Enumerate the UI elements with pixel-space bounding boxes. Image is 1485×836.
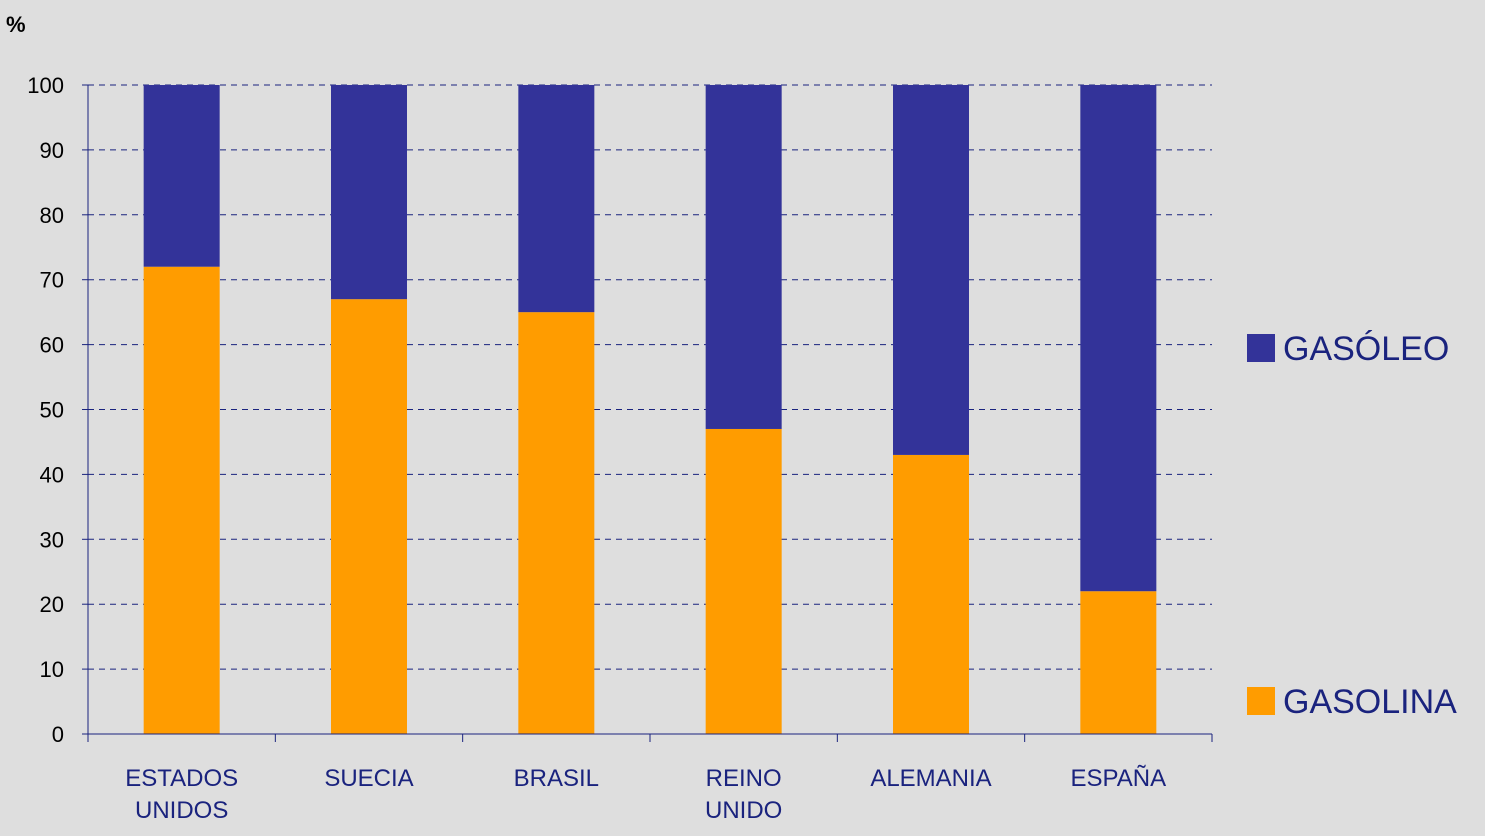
x-tick-label-2: BRASIL	[514, 765, 599, 792]
axes	[82, 84, 1213, 742]
legend-label-gasóleo: GASÓLEO	[1283, 330, 1449, 368]
y-tick-label-50: 50	[40, 398, 64, 423]
bar-gasóleo-5	[1080, 85, 1157, 592]
legend-label-gasolina: GASOLINA	[1283, 683, 1457, 721]
bar-gasolina-2	[518, 312, 595, 734]
y-tick-label-30: 30	[40, 527, 64, 552]
y-tick-label-100: 100	[27, 73, 64, 98]
bar-gasolina-0	[143, 266, 220, 734]
bar-gasolina-1	[331, 299, 407, 734]
bar-gasóleo-4	[893, 85, 969, 455]
y-tick-label-20: 20	[40, 592, 64, 617]
y-tick-label-60: 60	[40, 333, 64, 358]
y-tick-label-10: 10	[40, 657, 64, 682]
x-tick-label-0: ESTADOS UNIDOS	[125, 765, 238, 824]
bar-gasóleo-0	[143, 85, 220, 267]
y-tick-label-70: 70	[40, 268, 64, 293]
y-unit-label: %	[6, 12, 26, 37]
legend-swatch-gasolina	[1247, 687, 1275, 715]
x-tick-label-4: ALEMANIA	[870, 765, 991, 792]
bar-gasolina-5	[1080, 591, 1157, 734]
y-tick-label-0: 0	[52, 722, 64, 747]
legend-swatch-gasóleo	[1247, 334, 1275, 362]
x-tick-label-5: ESPAÑA	[1071, 765, 1167, 792]
gridlines	[88, 84, 1212, 670]
bars	[143, 85, 1157, 734]
bar-gasóleo-3	[705, 85, 782, 429]
bar-gasóleo-2	[518, 85, 595, 313]
y-tick-label-80: 80	[40, 203, 64, 228]
x-tick-label-3: REINO UNIDO	[705, 765, 782, 824]
y-tick-label-40: 40	[40, 462, 64, 487]
bar-gasolina-3	[705, 428, 782, 734]
tick-labels: ESTADOS UNIDOS SUECIA BRASIL REINO UNIDO ALEMA…	[27, 73, 1166, 824]
legend[interactable]: GASÓLEO GASOLINA	[1247, 330, 1457, 721]
x-tick-label-1: SUECIA	[324, 765, 413, 792]
bar-gasóleo-1	[331, 85, 407, 300]
bar-gasolina-4	[893, 454, 969, 734]
y-tick-label-90: 90	[40, 138, 64, 163]
